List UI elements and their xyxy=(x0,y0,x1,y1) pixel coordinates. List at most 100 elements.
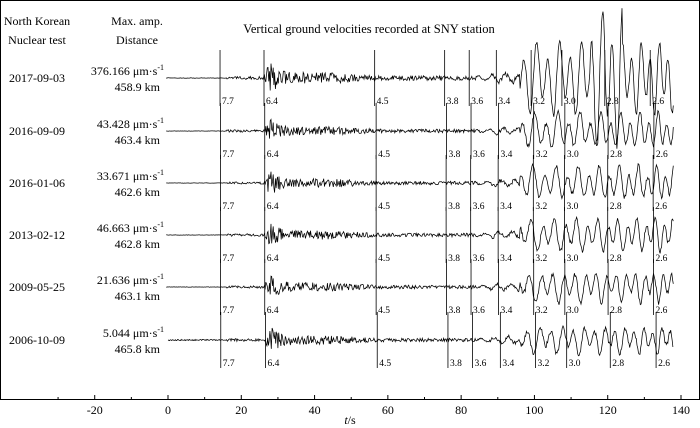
velocity-marker-label: 3.2 xyxy=(535,202,547,212)
max-amplitude-label: 21.636 μm·s-1 xyxy=(97,272,164,287)
max-amplitude-label: 5.044 μm·s-1 xyxy=(103,325,164,340)
seismogram-trace xyxy=(166,108,674,149)
velocity-marker-label: 2.6 xyxy=(658,359,670,369)
velocity-marker-label: 3.4 xyxy=(500,202,512,212)
seismogram-trace xyxy=(166,8,674,149)
station-row: 2013-02-12 46.663 μm·s-1 462.8 km 7.7 6.4 4.5… xyxy=(9,207,674,264)
velocity-marker-label: 3.6 xyxy=(473,254,485,264)
velocity-marker-label: 2.6 xyxy=(656,150,668,160)
velocity-marker-label: 2.6 xyxy=(652,97,664,107)
velocity-marker-label: 6.4 xyxy=(267,202,279,212)
x-tick-label: 100 xyxy=(525,403,543,417)
max-amplitude-exponent: -1 xyxy=(157,220,164,229)
max-amplitude-value: 46.663 μm·s xyxy=(97,221,158,235)
velocity-marker-label: 3.6 xyxy=(473,202,485,212)
velocity-marker-label: 3.2 xyxy=(536,150,548,160)
header-amp-line2: Distance xyxy=(116,33,158,47)
velocity-marker-label: 3.2 xyxy=(535,254,547,264)
seismogram-trace xyxy=(167,324,674,357)
max-amplitude-value: 21.636 μm·s xyxy=(97,273,158,287)
velocity-marker-label: 3.0 xyxy=(567,306,579,316)
velocity-marker-label: 3.4 xyxy=(498,97,510,107)
velocity-marker-label: 3.0 xyxy=(566,202,578,212)
velocity-marker-label: 7.7 xyxy=(222,254,234,264)
velocity-marker-label: 2.8 xyxy=(610,150,622,160)
velocity-marker-label: 3.8 xyxy=(448,150,460,160)
velocity-marker-label: 7.7 xyxy=(222,150,234,160)
max-amplitude-value: 5.044 μm·s xyxy=(103,326,158,340)
velocity-marker-label: 3.2 xyxy=(538,359,550,369)
velocity-marker-label: 3.6 xyxy=(473,150,485,160)
station-row: 2009-05-25 21.636 μm·s-1 463.1 km 7.7 6.4 4.5… xyxy=(9,259,674,316)
chart-title: Vertical ground velocities recorded at S… xyxy=(243,22,495,36)
seismogram-trace xyxy=(166,162,674,200)
distance-label: 463.1 km xyxy=(115,289,161,303)
velocity-marker-label: 4.5 xyxy=(377,97,389,107)
event-date-label: 2017-09-03 xyxy=(9,71,65,85)
velocity-marker-label: 3.6 xyxy=(475,359,487,369)
velocity-marker-label: 4.5 xyxy=(378,150,390,160)
velocity-marker-label: 3.8 xyxy=(448,306,460,316)
velocity-marker-label: 2.6 xyxy=(655,202,667,212)
velocity-marker-label: 7.7 xyxy=(222,306,234,316)
event-date-label: 2016-01-06 xyxy=(9,176,65,190)
distance-label: 462.6 km xyxy=(115,185,161,199)
x-tick-label: 120 xyxy=(599,403,617,417)
event-date-label: 2006-10-09 xyxy=(9,333,65,347)
max-amplitude-exponent: -1 xyxy=(157,63,164,72)
seismogram-trace xyxy=(166,215,674,254)
velocity-marker-label: 2.6 xyxy=(656,254,668,264)
max-amplitude-value: 43.428 μm·s xyxy=(97,117,158,131)
velocity-marker-label: 2.8 xyxy=(610,254,622,264)
seismogram-trace xyxy=(166,272,674,306)
max-amplitude-label: 46.663 μm·s-1 xyxy=(97,220,164,235)
max-amplitude-value: 376.166 μm·s xyxy=(91,64,158,78)
station-row: 2006-10-09 5.044 μm·s-1 465.8 km 7.7 6.4 4.5 3… xyxy=(9,312,674,369)
distance-label: 462.8 km xyxy=(115,237,161,251)
velocity-marker-label: 4.5 xyxy=(378,254,390,264)
velocity-marker-label: 6.4 xyxy=(267,359,279,369)
velocity-marker-label: 3.8 xyxy=(448,254,460,264)
velocity-marker-label: 6.4 xyxy=(267,254,279,264)
max-amplitude-value: 33.671 μm·s xyxy=(97,169,158,183)
velocity-marker-label: 2.8 xyxy=(612,359,624,369)
velocity-marker-label: 3.4 xyxy=(501,150,513,160)
x-tick-label: 0 xyxy=(165,403,171,417)
velocity-marker-label: 3.6 xyxy=(471,97,483,107)
velocity-marker-label: 3.4 xyxy=(500,254,512,264)
x-axis: -20 0 20 40 60 80 100 120 140 xyxy=(57,395,690,417)
velocity-marker-label: 2.8 xyxy=(610,306,622,316)
velocity-marker-label: 2.6 xyxy=(656,306,668,316)
max-amplitude-exponent: -1 xyxy=(157,272,164,281)
distance-label: 463.4 km xyxy=(115,133,161,147)
velocity-marker-label: 4.5 xyxy=(379,359,391,369)
velocity-marker-label: 6.4 xyxy=(266,97,278,107)
distance-label: 458.9 km xyxy=(115,80,161,94)
distance-label: 465.8 km xyxy=(115,342,161,356)
velocity-marker-label: 3.2 xyxy=(536,306,548,316)
header-amp-line1: Max. amp. xyxy=(111,14,163,28)
max-amplitude-label: 376.166 μm·s-1 xyxy=(91,63,164,78)
event-date-label: 2016-09-09 xyxy=(9,124,65,138)
x-axis-label: t/s xyxy=(344,413,356,427)
x-tick-label: 20 xyxy=(235,403,247,417)
velocity-marker-label: 3.8 xyxy=(448,202,460,212)
x-tick-label: -20 xyxy=(87,403,103,417)
x-axis-label-unit: /s xyxy=(348,413,356,427)
velocity-marker-label: 7.7 xyxy=(223,359,235,369)
velocity-marker-label: 3.6 xyxy=(473,306,485,316)
event-date-label: 2009-05-25 xyxy=(9,280,65,294)
station-row: 2016-09-09 43.428 μm·s-1 463.4 km 7.7 6.4 4.5… xyxy=(9,103,674,160)
velocity-marker-label: 3.8 xyxy=(450,359,462,369)
x-tick-label: 60 xyxy=(382,403,394,417)
station-row: 2016-01-06 33.671 μm·s-1 462.6 km 7.7 6.4 4.5… xyxy=(9,155,674,212)
velocity-marker-label: 3.8 xyxy=(447,97,459,107)
event-date-label: 2013-02-12 xyxy=(9,228,65,242)
max-amplitude-exponent: -1 xyxy=(157,116,164,125)
velocity-marker-label: 2.8 xyxy=(610,202,622,212)
x-axis-label-var: t xyxy=(344,413,348,427)
velocity-marker-label: 3.2 xyxy=(533,97,545,107)
velocity-marker-label: 3.0 xyxy=(567,150,579,160)
x-tick-label: 140 xyxy=(672,403,690,417)
